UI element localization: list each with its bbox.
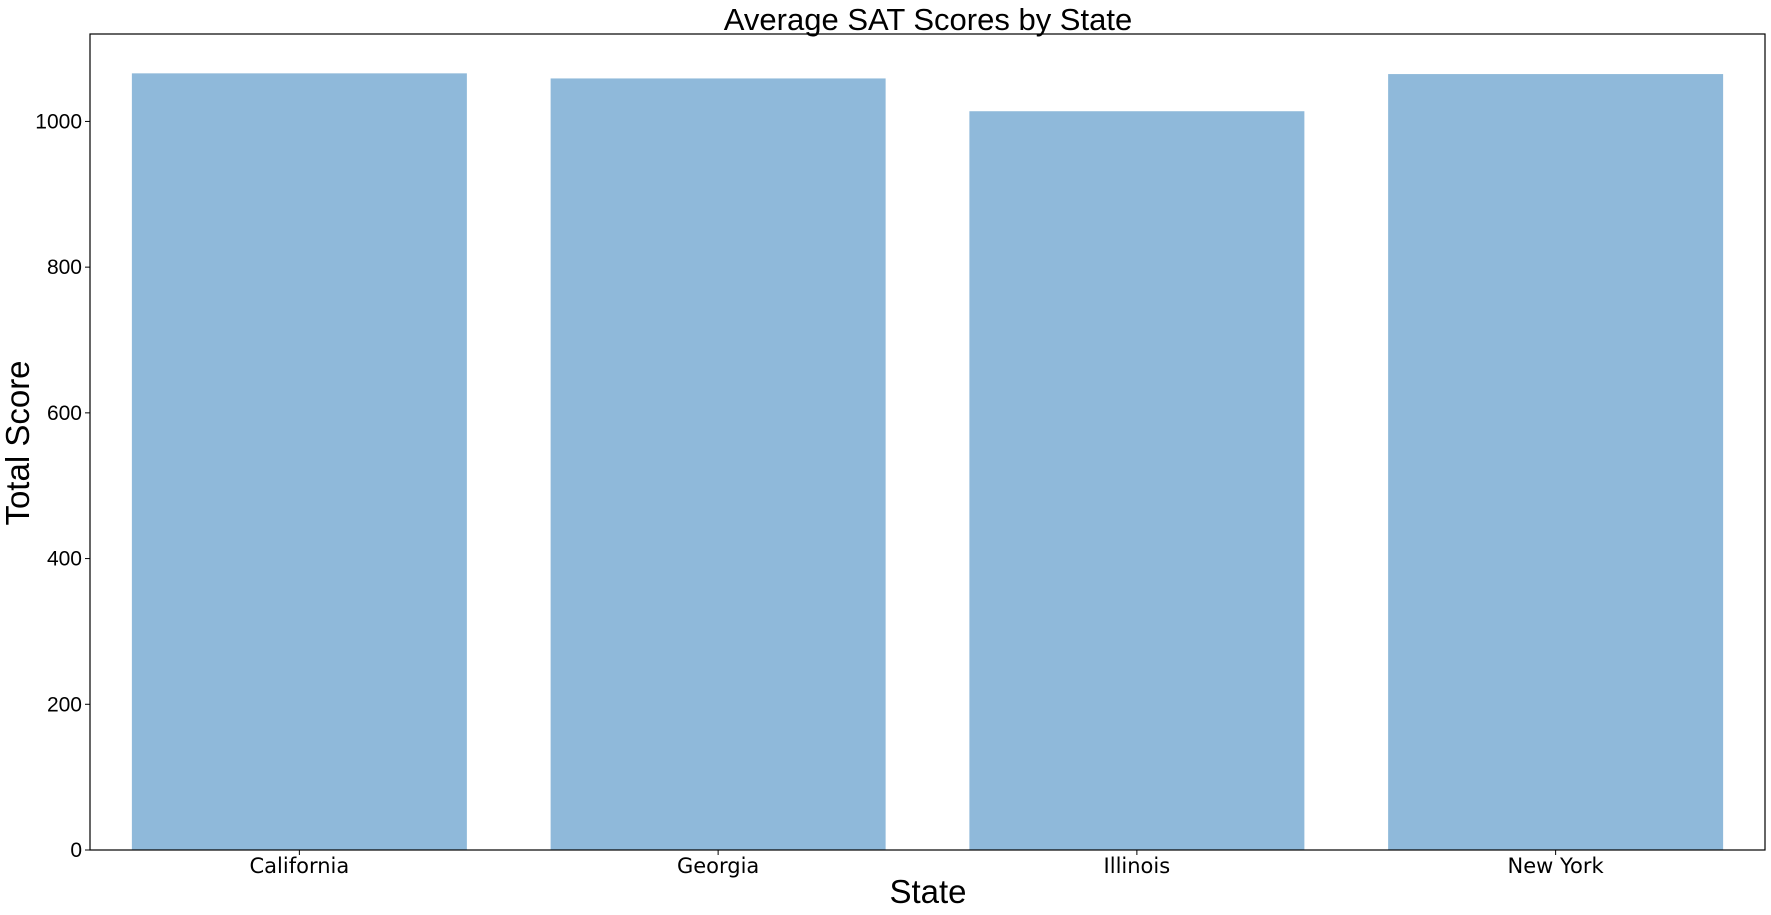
plot-frame <box>89 33 1766 851</box>
y-axis-title: Total Score <box>0 360 36 525</box>
x-axis: California Georgia Illinois New York <box>250 850 1605 878</box>
y-tick-label: 1000 <box>35 110 82 133</box>
bar-illinois <box>969 111 1305 850</box>
y-axis: 0 200 400 600 800 1000 <box>35 110 90 862</box>
y-tick-label: 600 <box>47 402 82 425</box>
chart-title: Average SAT Scores by State <box>724 2 1132 37</box>
x-tick-label: New York <box>1508 854 1605 878</box>
x-tick-label: Illinois <box>1104 854 1171 878</box>
bar-georgia <box>550 78 886 850</box>
y-tick-label: 0 <box>70 839 82 862</box>
x-tick-label: Georgia <box>677 854 759 878</box>
bar-california <box>131 73 467 851</box>
y-tick-label: 200 <box>47 693 82 716</box>
bars-layer <box>131 73 1724 851</box>
x-tick-label: California <box>250 854 350 878</box>
x-axis-title: State <box>889 873 966 910</box>
bar-new-york <box>1388 74 1724 851</box>
y-tick-label: 800 <box>47 256 82 279</box>
y-tick-label: 400 <box>47 548 82 571</box>
